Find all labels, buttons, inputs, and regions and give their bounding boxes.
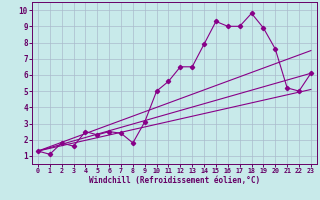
X-axis label: Windchill (Refroidissement éolien,°C): Windchill (Refroidissement éolien,°C) bbox=[89, 176, 260, 185]
